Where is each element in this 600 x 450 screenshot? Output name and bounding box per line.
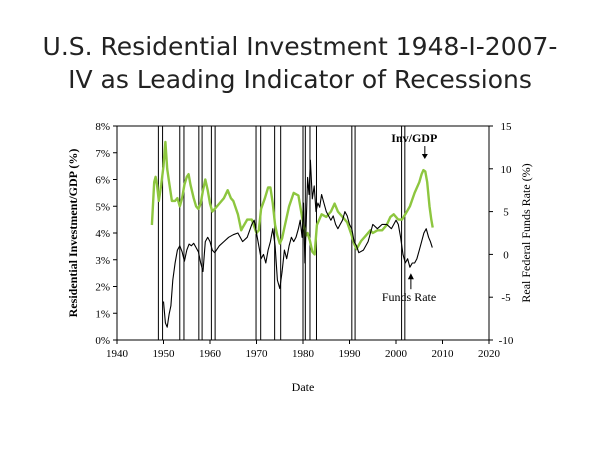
y-tick-label: 2% [95,282,110,294]
annotation-inv-gdp-label: Inv/GDP [391,131,437,145]
x-axis: 1940 1950 1960 1970 1980 1990 2000 2010 2020 [106,340,501,360]
y2-tick-label: -5 [501,292,511,304]
y-tick-label: 8% [95,121,110,133]
x-tick-label: 1970 [246,348,269,360]
funds-rate-line [162,159,433,328]
y-tick-label: 6% [95,175,110,187]
x-axis-label: Date [292,380,315,394]
chart-title: U.S. Residential Investment 1948-I-2007-… [0,30,600,96]
x-tick-label: 1990 [339,348,362,360]
y2-tick-label: 5 [503,207,509,219]
annotation-inv-gdp-arrowhead [421,154,428,160]
chart-title-line-1: U.S. Residential Investment 1948-I-2007- [42,32,558,61]
y2-tick-label: 10 [501,164,513,176]
x-tick-label: 2010 [432,348,455,360]
x-tick-label: 1940 [106,348,129,360]
recession-markers [157,126,406,340]
x-tick-label: 1980 [292,348,315,360]
right-y-axis-label: Real Federal Funds Rate (%) [519,163,533,302]
series-lines [150,140,434,328]
x-tick-label: 2020 [478,348,501,360]
y-tick-label: 5% [95,201,110,213]
left-y-axis: 0% 1% 2% 3% 4% 5% 6% 7% 8% [95,121,117,347]
annotations: Inv/GDP Funds Rate [382,131,437,304]
x-tick-label: 1960 [199,348,222,360]
x-tick-label: 2000 [385,348,408,360]
y-tick-label: 1% [95,308,110,320]
left-y-axis-label: Residential Investment/GDP (%) [66,149,80,318]
right-y-axis: -10 -5 0 5 10 15 [489,121,514,347]
y-tick-label: 4% [95,228,110,240]
investment-gdp-line [150,140,434,256]
y2-tick-label: -10 [499,335,514,347]
annotation-funds-rate-label: Funds Rate [382,290,436,304]
chart-title-line-2: IV as Leading Indicator of Recessions [68,65,532,94]
y-tick-label: 3% [95,255,110,267]
x-tick-label: 1950 [153,348,176,360]
y-tick-label: 0% [95,335,110,347]
annotation-funds-rate-arrowhead [407,273,414,280]
y2-tick-label: 0 [503,249,509,261]
y2-tick-label: 15 [501,121,513,133]
y-tick-label: 7% [95,148,110,160]
